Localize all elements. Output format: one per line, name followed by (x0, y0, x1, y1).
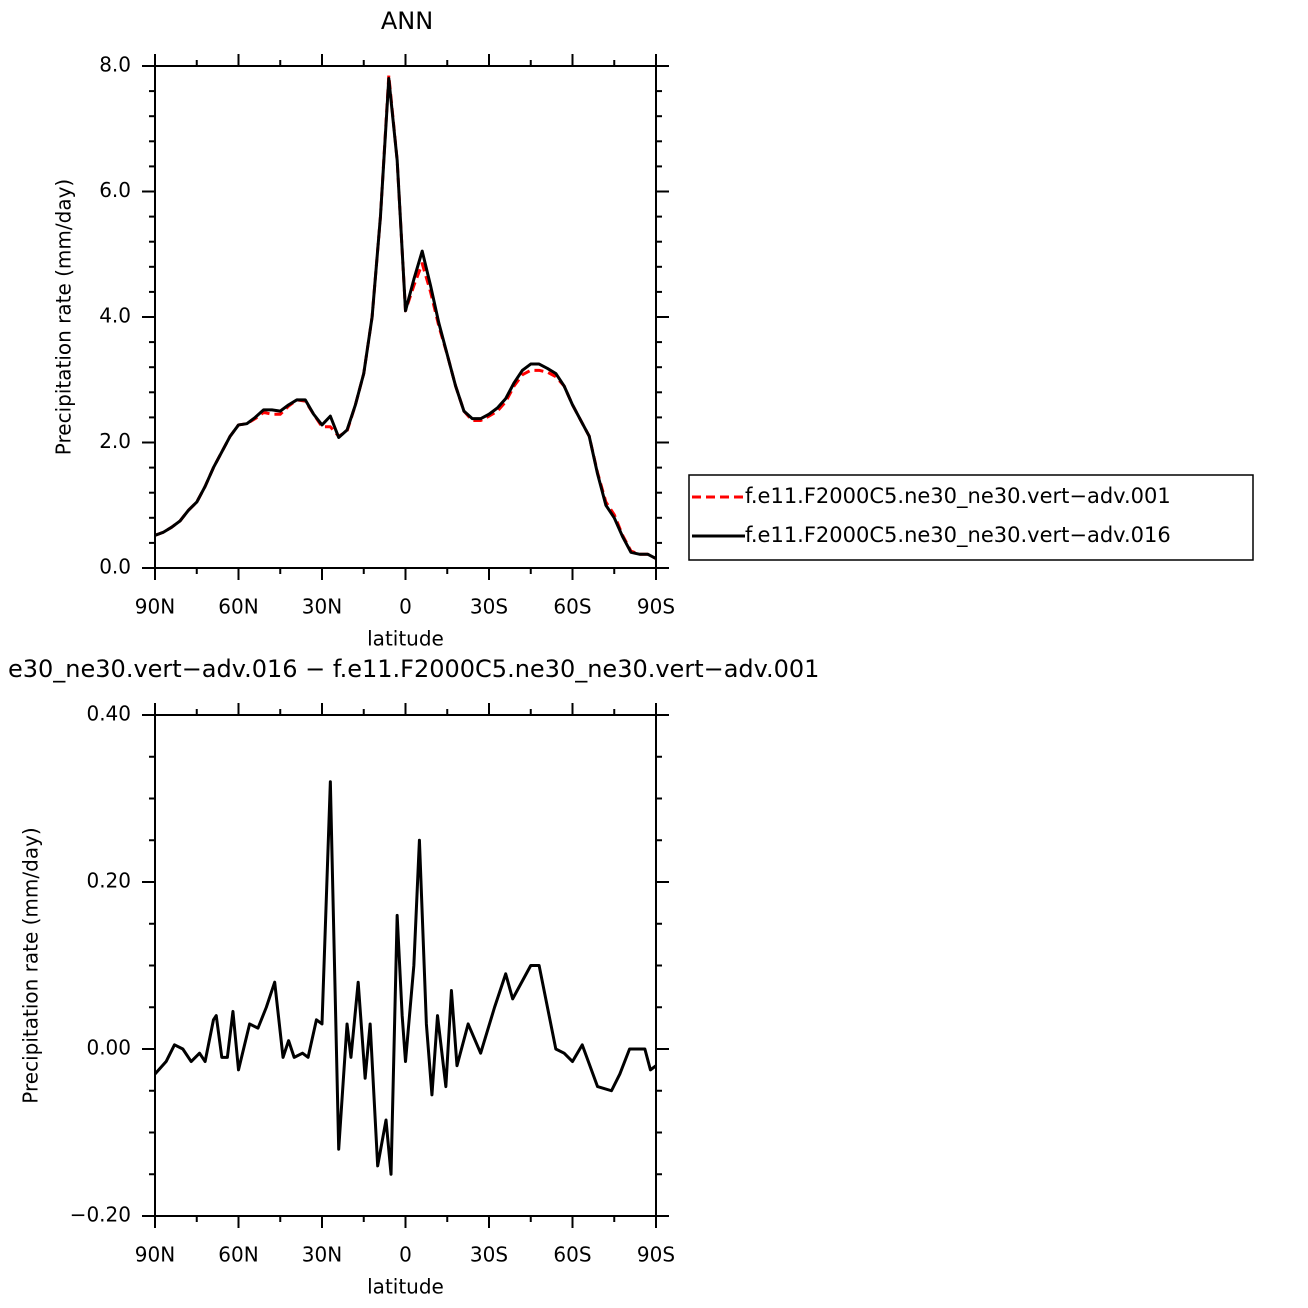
y-tick-label: 2.0 (99, 429, 131, 453)
chart-title: ANN (381, 7, 433, 35)
x-tick-label: 60N (218, 1243, 258, 1267)
x-tick-label: 30S (470, 1243, 508, 1267)
series-line (155, 77, 656, 560)
y-tick-label: 6.0 (99, 178, 131, 202)
chart-title: e30_ne30.vert−adv.016 − f.e11.F2000C5.ne… (8, 655, 819, 683)
x-tick-label: 0 (399, 595, 412, 619)
y-axis-label: Precipitation rate (mm/day) (52, 179, 76, 455)
x-tick-label: 90N (135, 595, 175, 619)
y-tick-label: 4.0 (99, 304, 131, 328)
x-axis-label: latitude (367, 627, 444, 651)
x-tick-label: 90S (637, 595, 675, 619)
y-tick-label: 0.40 (86, 702, 131, 726)
plot-frame (154, 65, 657, 569)
x-axis-label: latitude (367, 1275, 444, 1299)
legend-label: f.e11.F2000C5.ne30_ne30.vert−adv.001 (745, 484, 1171, 509)
legend-box (688, 474, 1254, 561)
x-tick-label: 60N (218, 595, 258, 619)
y-tick-label: 0.00 (86, 1036, 131, 1060)
y-tick-label: 0.0 (99, 555, 131, 579)
legend-label: f.e11.F2000C5.ne30_ne30.vert−adv.016 (745, 523, 1171, 548)
x-tick-label: 60S (553, 1243, 591, 1267)
series-line (155, 780, 656, 1176)
plot-frame (154, 714, 657, 1217)
series-line (155, 73, 656, 560)
y-tick-label: −0.20 (70, 1203, 131, 1227)
x-tick-label: 30S (470, 595, 508, 619)
x-tick-label: 90S (637, 1243, 675, 1267)
x-tick-label: 60S (553, 595, 591, 619)
x-tick-label: 90N (135, 1243, 175, 1267)
x-tick-label: 30N (302, 1243, 342, 1267)
x-tick-label: 30N (302, 595, 342, 619)
x-tick-label: 0 (399, 1243, 412, 1267)
y-axis-label: Precipitation rate (mm/day) (19, 827, 43, 1103)
y-tick-label: 8.0 (99, 53, 131, 77)
y-tick-label: 0.20 (86, 869, 131, 893)
